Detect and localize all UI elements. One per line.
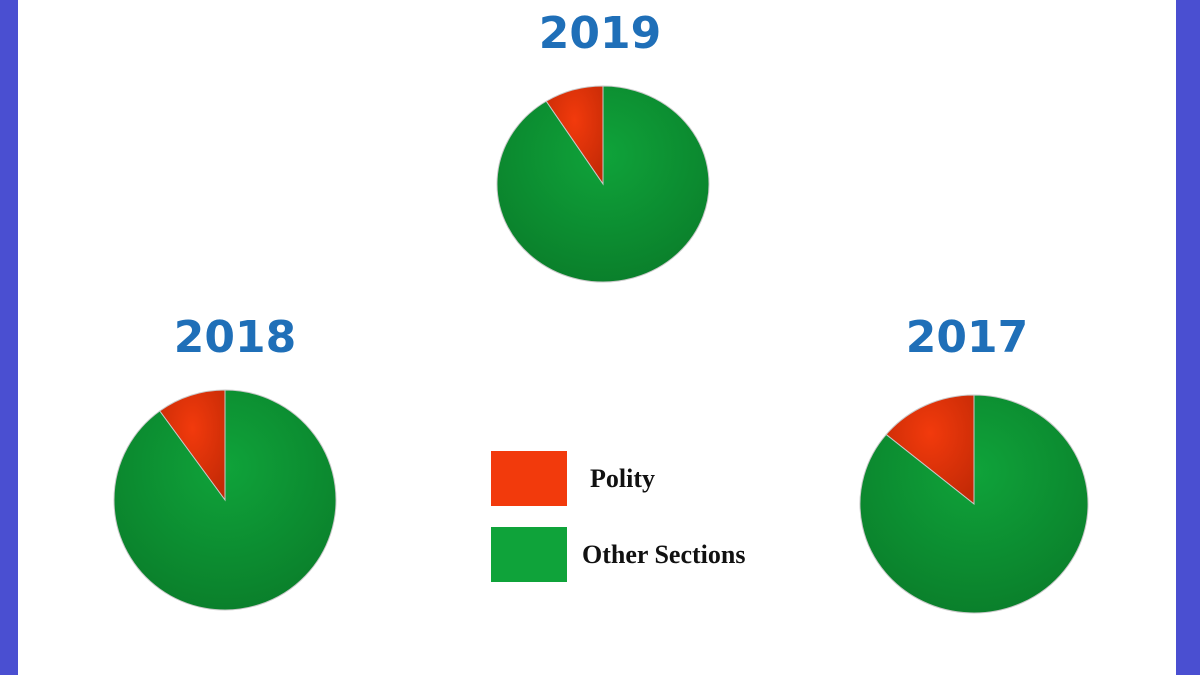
- pie-title-2019: 2019: [538, 8, 662, 59]
- pie-slice-other-sections-2018: [113, 389, 337, 611]
- pie-slice-polity-2017: [885, 394, 975, 506]
- pie-title-2017: 2017: [905, 312, 1029, 363]
- chart-canvas: 2019 2018 2017 Polity Other Sections: [18, 0, 1176, 675]
- legend-label-other-sections: Other Sections: [582, 540, 746, 569]
- pie-chart-2019: [496, 85, 710, 283]
- pie-slice-other-sections-2019: [496, 85, 710, 283]
- pie-title-2018: 2018: [173, 312, 297, 363]
- legend-label-polity: Polity: [590, 464, 655, 493]
- legend-swatch-polity: [491, 451, 567, 506]
- pie-chart-2017: [859, 394, 1089, 614]
- legend-swatch-other-sections: [491, 527, 567, 582]
- pie-chart-2018: [113, 389, 337, 611]
- pie-slice-other-sections-2017: [859, 394, 1089, 614]
